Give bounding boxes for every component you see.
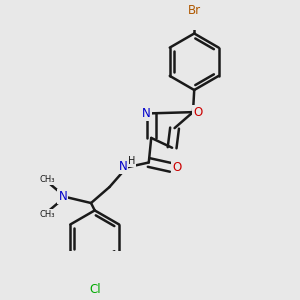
Text: N: N	[118, 160, 127, 173]
Text: Cl: Cl	[89, 283, 100, 296]
Text: N: N	[142, 107, 151, 120]
Text: O: O	[193, 106, 203, 118]
Text: Br: Br	[188, 4, 201, 17]
Text: H: H	[128, 156, 135, 166]
Text: CH₃: CH₃	[39, 210, 55, 219]
Text: O: O	[172, 161, 182, 174]
Text: CH₃: CH₃	[39, 175, 55, 184]
Text: N: N	[58, 190, 67, 203]
